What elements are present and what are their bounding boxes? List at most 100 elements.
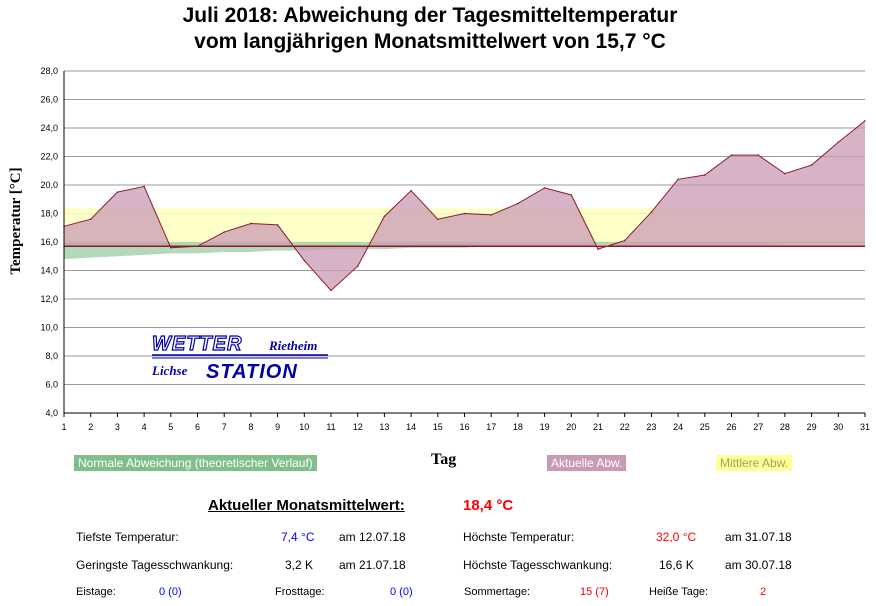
actual-deviation-area	[64, 120, 865, 291]
x-tick-label: 1	[61, 422, 66, 432]
x-tick-label: 21	[593, 422, 603, 432]
max-temp-date: am 31.07.18	[725, 530, 792, 544]
y-tick-label: 26,0	[40, 95, 58, 105]
x-tick-label: 16	[459, 422, 469, 432]
x-tick-label: 10	[299, 422, 309, 432]
data-point	[597, 248, 599, 250]
y-tick-label: 14,0	[40, 266, 58, 276]
data-point	[170, 246, 172, 249]
data-point	[490, 214, 493, 216]
data-layer	[63, 120, 866, 292]
x-tick-label: 14	[406, 422, 416, 432]
y-tick-label: 12,0	[40, 294, 58, 304]
x-tick-label: 27	[753, 422, 763, 432]
logo-rietheim: Rietheim	[268, 338, 317, 353]
x-tick-label: 19	[540, 422, 550, 432]
data-point	[356, 265, 359, 268]
legend-mean: Mittlere Abw.	[716, 455, 793, 471]
frost-days-value: 0 (0)	[390, 586, 413, 598]
min-swing-label: Geringste Tagesschwankung:	[76, 558, 234, 572]
data-point	[303, 259, 306, 262]
max-temp-value: 32,0 °C	[656, 530, 697, 544]
x-tick-label: 18	[513, 422, 523, 432]
y-tick-label: 28,0	[40, 66, 58, 76]
data-point	[330, 289, 332, 292]
x-tick-label: 11	[326, 422, 335, 432]
min-swing-value: 3,2 K	[285, 558, 314, 572]
data-point	[517, 202, 519, 205]
x-tick-label: 5	[168, 422, 173, 432]
logo-lichse: Lichse	[151, 363, 188, 378]
x-tick-label: 6	[195, 422, 200, 432]
monthly-mean-value: 18,4 °C	[463, 497, 514, 514]
data-point	[650, 211, 653, 213]
frost-days-label: Frosttage:	[275, 586, 325, 598]
data-point	[623, 239, 626, 242]
chart-title-line2: vom langjährigen Monatsmittelwert von 15…	[194, 30, 666, 53]
x-tick-label: 25	[700, 422, 710, 432]
y-tick-label: 8,0	[45, 351, 58, 361]
data-point	[276, 224, 279, 226]
legend-actual: Aktuelle Abw.	[547, 455, 627, 471]
x-tick-label: 2	[88, 422, 93, 432]
x-tick-label: 8	[248, 422, 253, 432]
x-tick-label: 29	[807, 422, 817, 432]
summer-days-value: 15 (7)	[580, 586, 609, 598]
chart-title-line1: Juli 2018: Abweichung der Tagesmitteltem…	[182, 4, 678, 27]
x-tick-label: 9	[275, 422, 280, 432]
x-axis-label: Tag	[431, 451, 457, 468]
max-swing-date: am 30.07.18	[725, 558, 792, 572]
y-tick-label: 20,0	[40, 180, 58, 190]
axes: 4,0 6,0 8,0 10,0 12,0 14,0 16,0 18,0 20,0 22,0 24,…	[40, 66, 870, 432]
data-point	[383, 215, 386, 218]
y-tick-label: 16,0	[40, 237, 58, 247]
ice-days-value: 0 (0)	[159, 586, 182, 598]
data-point	[570, 194, 573, 196]
data-point	[704, 174, 706, 176]
min-temp-label: Tiefste Temperatur:	[76, 530, 179, 544]
max-temp-label: Höchste Temperatur:	[463, 530, 575, 544]
data-point	[116, 191, 119, 193]
min-swing-date: am 21.07.18	[339, 558, 406, 572]
y-tick-label: 22,0	[40, 152, 58, 162]
x-tick-label: 23	[646, 422, 656, 432]
x-tick-label: 31	[860, 422, 870, 432]
x-tick-label: 7	[222, 422, 227, 432]
x-tick-label: 3	[115, 422, 120, 432]
data-point	[810, 164, 813, 166]
ice-days-label: Eistage:	[76, 586, 116, 598]
hot-days-label: Heiße Tage:	[649, 586, 709, 598]
x-tick-label: 12	[353, 422, 363, 432]
x-tick-label: 22	[620, 422, 630, 432]
monthly-mean-label: Aktueller Monatsmittelwert:	[208, 497, 405, 514]
data-point	[543, 187, 546, 189]
y-tick-label: 6,0	[45, 380, 58, 390]
min-temp-date: am 12.07.18	[339, 530, 406, 544]
data-point	[784, 172, 786, 175]
data-point	[143, 185, 145, 188]
y-tick-label: 18,0	[40, 209, 58, 219]
y-tick-label: 24,0	[40, 123, 58, 133]
wetter-station-logo: WETTER Rietheim Lichse STATION	[151, 332, 328, 383]
data-point	[677, 178, 679, 181]
summer-days-label: Sommertage:	[464, 586, 531, 598]
data-point	[730, 154, 733, 156]
x-tick-label: 15	[433, 422, 443, 432]
y-axis-label: Temperatur [°C]	[8, 167, 24, 274]
y-tick-label: 10,0	[40, 323, 58, 333]
x-tick-label: 26	[726, 422, 736, 432]
x-tick-label: 30	[833, 422, 843, 432]
chart-area: 4,0 6,0 8,0 10,0 12,0 14,0 16,0 18,0 20,0 22,0 24,…	[8, 66, 870, 432]
data-point	[864, 120, 866, 122]
max-swing-value: 16,6 K	[659, 558, 694, 572]
logo-station: STATION	[206, 361, 298, 383]
data-point	[89, 218, 92, 220]
hot-days-value: 2	[760, 586, 767, 598]
x-tick-label: 20	[566, 422, 576, 432]
x-tick-label: 17	[486, 422, 496, 432]
legend-normal: Normale Abweichung (theoretischer Verlau…	[74, 455, 317, 471]
data-point	[250, 222, 252, 225]
data-point	[437, 218, 439, 220]
data-point	[757, 154, 759, 156]
data-point	[223, 231, 225, 233]
